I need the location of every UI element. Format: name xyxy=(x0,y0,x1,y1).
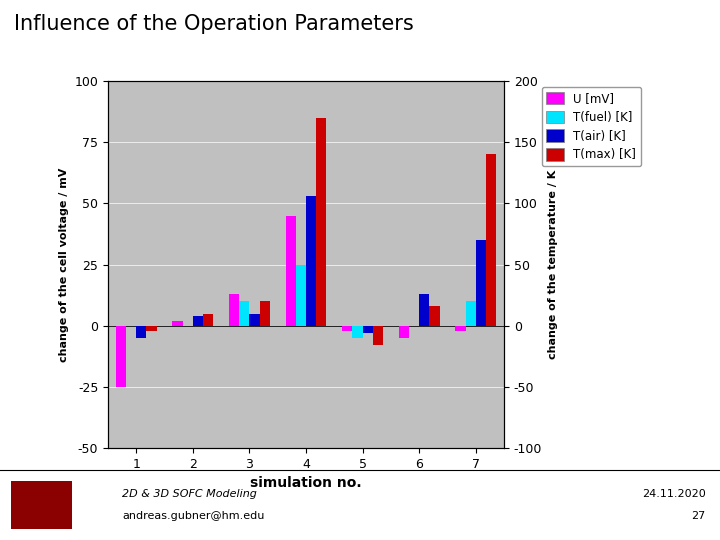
Text: Influence of the Operation Parameters: Influence of the Operation Parameters xyxy=(14,14,414,33)
Bar xyxy=(296,265,306,326)
Bar xyxy=(249,314,260,326)
Bar xyxy=(306,196,316,326)
Bar xyxy=(373,326,383,346)
Bar xyxy=(419,294,429,326)
Y-axis label: change of the temperature / K: change of the temperature / K xyxy=(548,170,558,359)
FancyBboxPatch shape xyxy=(11,481,72,529)
Legend: U [mV], T(fuel) [K], T(air) [K], T(max) [K]: U [mV], T(fuel) [K], T(air) [K], T(max) … xyxy=(541,87,641,166)
Bar xyxy=(466,301,476,326)
Bar xyxy=(116,326,126,387)
Bar xyxy=(136,326,146,338)
Bar xyxy=(316,118,326,326)
Bar xyxy=(429,306,439,326)
Bar xyxy=(229,294,239,326)
Text: 27: 27 xyxy=(691,511,706,521)
Bar xyxy=(342,326,352,330)
Bar xyxy=(352,326,363,338)
Bar xyxy=(476,240,486,326)
Bar xyxy=(286,215,296,326)
Bar xyxy=(486,154,496,326)
Bar xyxy=(260,301,270,326)
Bar xyxy=(399,326,409,338)
Bar xyxy=(363,326,373,333)
Bar xyxy=(455,326,466,330)
Bar xyxy=(173,321,183,326)
Bar xyxy=(203,314,213,326)
Bar xyxy=(146,326,157,330)
Text: 2D & 3D SOFC Modeling: 2D & 3D SOFC Modeling xyxy=(122,489,257,499)
Text: andreas.gubner@hm.edu: andreas.gubner@hm.edu xyxy=(122,511,265,521)
X-axis label: simulation no.: simulation no. xyxy=(250,476,362,490)
Y-axis label: change of the cell voltage / mV: change of the cell voltage / mV xyxy=(59,167,69,362)
Text: 24.11.2020: 24.11.2020 xyxy=(642,489,706,499)
Bar xyxy=(239,301,249,326)
Bar xyxy=(193,316,203,326)
